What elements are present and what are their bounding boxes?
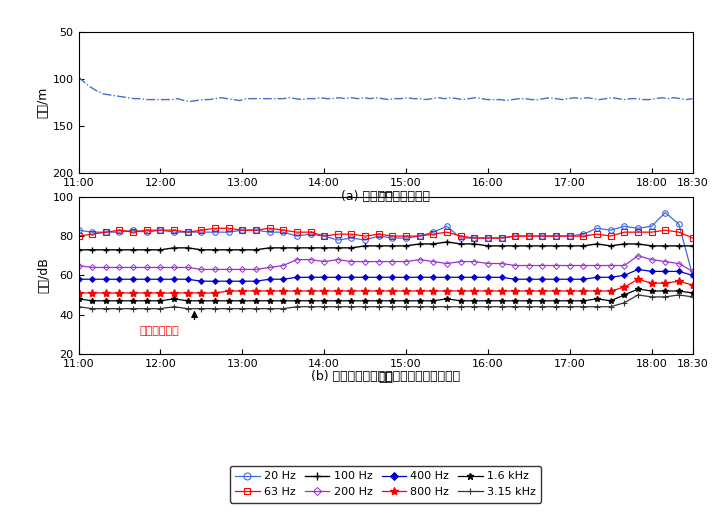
X-axis label: 时间: 时间 bbox=[378, 190, 393, 204]
Text: (a) 平台深度随时间变化: (a) 平台深度随时间变化 bbox=[341, 190, 430, 203]
Text: (b) 不同频率海洋环境噪声谱级随时间变化: (b) 不同频率海洋环境噪声谱级随时间变化 bbox=[311, 370, 460, 383]
Text: 水面航船经过: 水面航船经过 bbox=[140, 326, 180, 336]
Legend: 20 Hz, 63 Hz, 100 Hz, 200 Hz, 400 Hz, 800 Hz, 1.6 kHz, 3.15 kHz: 20 Hz, 63 Hz, 100 Hz, 200 Hz, 400 Hz, 80… bbox=[230, 466, 541, 503]
X-axis label: 时间: 时间 bbox=[378, 371, 393, 385]
Y-axis label: 谱级/dB: 谱级/dB bbox=[37, 257, 50, 293]
Y-axis label: 深度/m: 深度/m bbox=[37, 87, 50, 118]
